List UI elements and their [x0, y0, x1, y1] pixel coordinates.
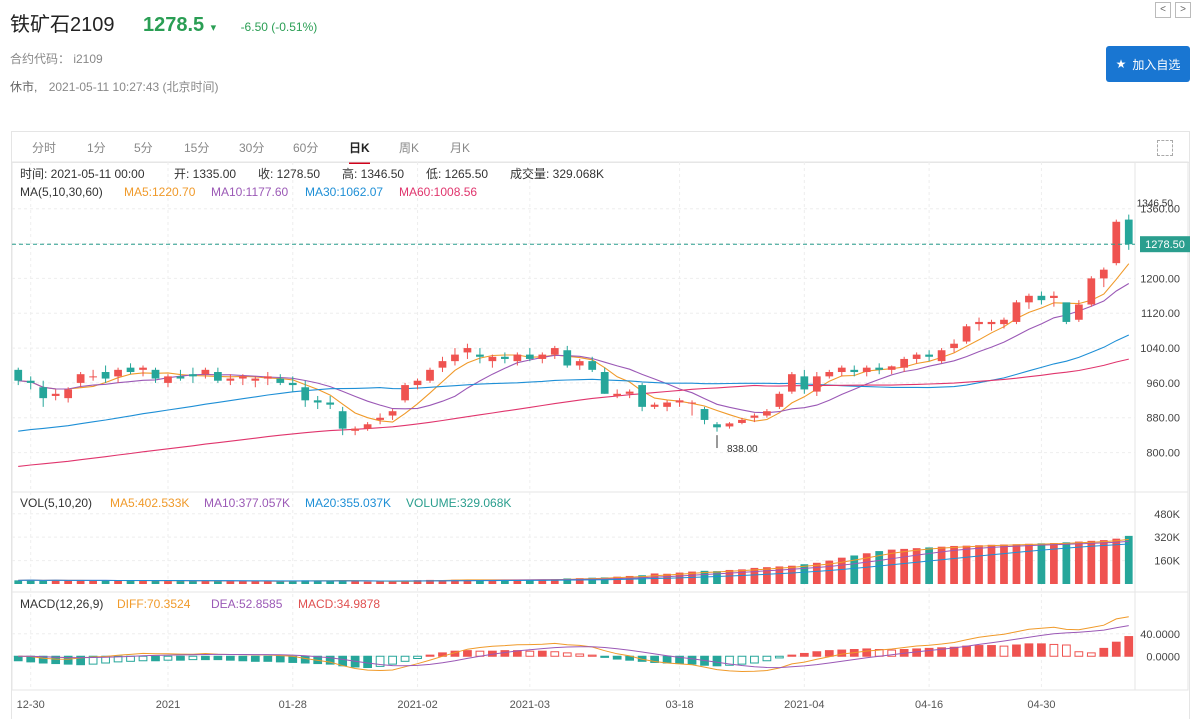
add-favorite-label: 加入自选: [1132, 57, 1181, 72]
chart-panel: 分时 1分 5分 15分 30分 60分 日K 周K 月K: [11, 131, 1190, 719]
market-status: 休市, 2021-05-11 10:27:43 (北京时间): [10, 78, 219, 95]
tab-daily[interactable]: 日K: [349, 141, 370, 164]
contract-code: 合约代码： i2109: [10, 52, 103, 66]
tab-60min[interactable]: 60分: [293, 141, 319, 155]
price-change: -6.50 (-0.51%): [240, 20, 318, 34]
tab-weekly[interactable]: 周K: [399, 141, 420, 155]
star-icon: ★: [1115, 57, 1127, 71]
add-favorite-button[interactable]: ★ 加入自选: [1106, 46, 1190, 82]
tab-1min[interactable]: 1分: [87, 141, 106, 155]
quote-header: 铁矿石2109 1278.5 ▾ -6.50 (-0.51%): [10, 8, 317, 37]
tab-30min[interactable]: 30分: [239, 141, 265, 155]
prev-arrow-icon[interactable]: <: [1155, 2, 1171, 18]
status-time: 2021-05-11 10:27:43 (北京时间): [48, 80, 219, 94]
tab-monthly[interactable]: 月K: [450, 141, 471, 155]
next-arrow-icon[interactable]: >: [1175, 2, 1191, 18]
tab-5min[interactable]: 5分: [134, 141, 153, 155]
status-text: 休市,: [10, 80, 38, 94]
tab-timeshare[interactable]: 分时: [32, 141, 57, 155]
nav-arrows: < >: [1155, 2, 1191, 18]
last-price: 1278.5: [142, 14, 205, 36]
instrument-name: 铁矿石2109: [10, 14, 115, 36]
tab-15min[interactable]: 15分: [184, 141, 210, 155]
period-tabs: 分时 1分 5分 15分 30分 60分 日K 周K 月K: [12, 132, 1189, 164]
down-arrow-icon: ▾: [210, 22, 217, 34]
fullscreen-icon[interactable]: [1157, 140, 1173, 156]
